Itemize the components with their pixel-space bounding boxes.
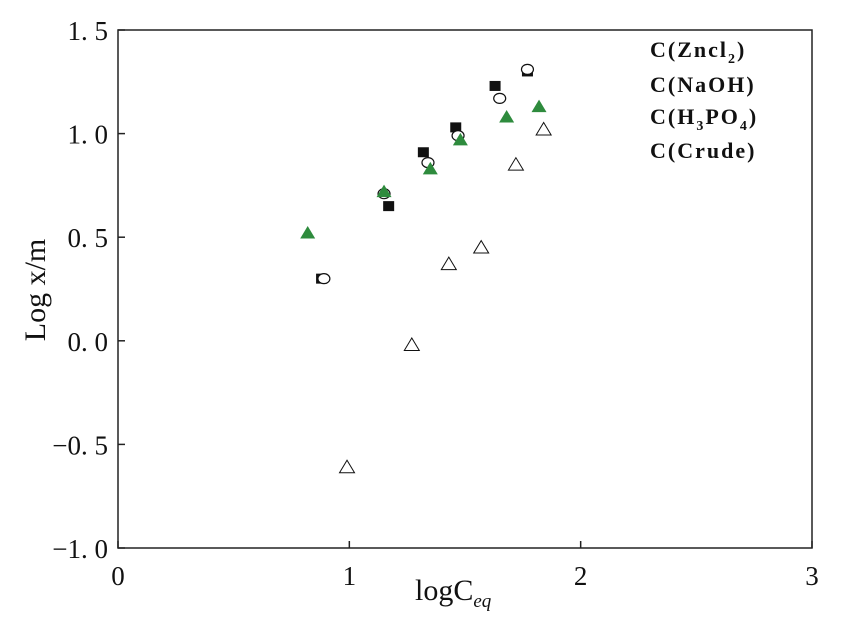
x-tick-label: 1 bbox=[343, 561, 357, 591]
y-tick-label: 0. 5 bbox=[68, 223, 109, 253]
legend-item-h3po4: C(H3PO4) bbox=[650, 104, 758, 134]
legend: C(Zncl2) C(NaOH) C(H3PO4) C(Crude) bbox=[650, 37, 758, 163]
legend-item-zncl2: C(Zncl2) bbox=[650, 37, 746, 67]
y-tick-label: 1. 0 bbox=[68, 120, 109, 150]
plot-frame bbox=[117, 29, 813, 549]
data-point-series-1 bbox=[493, 92, 507, 104]
data-point-series-2 bbox=[452, 132, 468, 146]
data-point-series-0 bbox=[383, 201, 395, 212]
y-tick-label: 0. 0 bbox=[68, 327, 109, 357]
legend-item-crude: C(Crude) bbox=[650, 138, 756, 163]
data-point-series-1 bbox=[317, 273, 331, 285]
x-axis-label: logCeq bbox=[415, 574, 492, 612]
data-points bbox=[300, 63, 553, 474]
x-tick-label: 2 bbox=[574, 561, 588, 591]
data-point-series-3 bbox=[472, 239, 490, 254]
y-tick-label: 1. 5 bbox=[68, 16, 109, 46]
data-point-series-2 bbox=[300, 226, 316, 239]
y-axis-label: Log x/m bbox=[19, 239, 52, 342]
legend-item-naoh: C(NaOH) bbox=[650, 72, 756, 97]
x-tick-label: 0 bbox=[111, 561, 125, 591]
y-tick-label: −1. 0 bbox=[52, 534, 108, 564]
y-tick-label: −0. 5 bbox=[52, 430, 108, 460]
data-point-series-3 bbox=[440, 256, 458, 271]
data-point-series-0 bbox=[489, 80, 501, 91]
data-point-series-2 bbox=[499, 110, 515, 123]
y-axis: 1. 5 1. 0 0. 5 0. 0 −0. 5 −1. 0 bbox=[52, 16, 125, 564]
x-tick-label: 3 bbox=[805, 561, 819, 591]
data-point-series-2 bbox=[422, 161, 438, 175]
data-point-series-1 bbox=[520, 63, 535, 75]
data-point-series-3 bbox=[535, 121, 553, 136]
data-point-series-3 bbox=[403, 336, 421, 351]
data-point-series-0 bbox=[450, 122, 462, 133]
data-point-series-2 bbox=[531, 99, 547, 113]
data-point-series-2 bbox=[376, 184, 392, 198]
data-point-series-3 bbox=[338, 459, 356, 474]
x-axis: 0 1 2 3 bbox=[111, 541, 819, 591]
data-point-series-0 bbox=[417, 147, 429, 158]
data-point-series-3 bbox=[507, 156, 525, 171]
